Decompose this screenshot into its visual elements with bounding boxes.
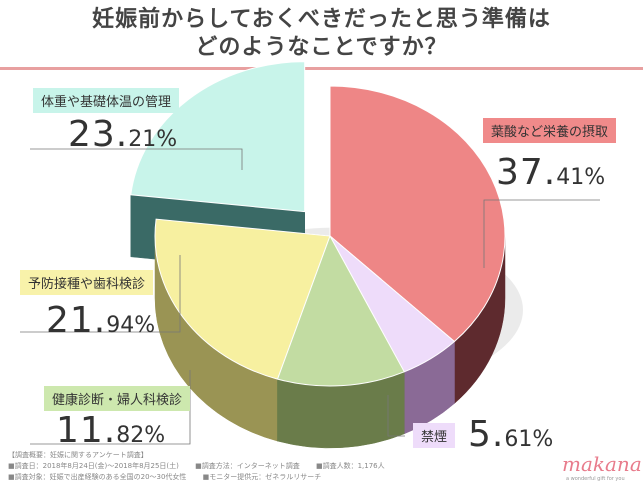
brand-logo: makana bbox=[562, 452, 642, 476]
footnote-survey-method: ■調査方法：インターネット調査 bbox=[195, 462, 300, 470]
label-nutrition: 葉酸など栄養の摂取 bbox=[483, 118, 617, 143]
value-quit-smoking-int: 5. bbox=[468, 414, 505, 455]
leader-line-quit-smoking bbox=[387, 395, 405, 437]
footnote-provider: ■モニター提供元：ゼネラルリサーチ bbox=[202, 473, 322, 481]
footnote-target: ■調査対象：妊娠で出産経験のある全国の20〜30代女性 bbox=[8, 473, 187, 481]
value-vaccination-dec: 94% bbox=[106, 313, 156, 338]
value-health-checkup: 11.82% bbox=[56, 410, 165, 451]
leader-line-nutrition bbox=[483, 199, 600, 268]
footnote-respondent-count: ■調査人数：1,176人 bbox=[315, 462, 385, 470]
brand-tagline: a wonderful gift for you bbox=[566, 476, 625, 482]
label-weight-temp: 体重や基礎体温の管理 bbox=[33, 88, 180, 113]
value-nutrition: 37.41% bbox=[496, 152, 605, 193]
value-nutrition-int: 37. bbox=[496, 152, 557, 193]
footnote-row-2: ■調査対象：妊娠で出産経験のある全国の20〜30代女性 ■モニター提供元：ゼネラ… bbox=[8, 472, 488, 483]
footnote-heading: 【調査概要：妊娠に関するアンケート調査】 bbox=[8, 451, 148, 459]
value-health-checkup-dec: 82% bbox=[116, 423, 166, 448]
title-line-2: どのようなことですか？ bbox=[195, 35, 448, 60]
value-weight-temp-int: 23. bbox=[68, 114, 129, 155]
value-quit-smoking-dec: 61% bbox=[504, 427, 554, 452]
label-vaccination: 予防接種や歯科検診 bbox=[20, 270, 154, 295]
label-health-checkup: 健康診断・婦人科検診 bbox=[44, 386, 191, 411]
value-vaccination-int: 21. bbox=[46, 300, 107, 341]
label-quit-smoking: 禁煙 bbox=[413, 423, 456, 448]
slice-nutrition bbox=[329, 85, 506, 343]
leader-line-vaccination bbox=[20, 255, 181, 333]
survey-footnote: 【調査概要：妊娠に関するアンケート調査】 ■調査日：2018年8月24日(金)〜… bbox=[8, 450, 488, 483]
title-line-1: 妊娠前からしておくべきだったと思う準備は bbox=[92, 7, 551, 32]
value-weight-temp-dec: 21% bbox=[128, 127, 178, 152]
value-quit-smoking: 5.61% bbox=[468, 414, 553, 455]
value-weight-temp: 23.21% bbox=[68, 114, 177, 155]
value-health-checkup-int: 11. bbox=[56, 410, 117, 451]
title-divider bbox=[0, 67, 643, 70]
value-vaccination: 21.94% bbox=[46, 300, 155, 341]
value-nutrition-dec: 41% bbox=[556, 165, 606, 190]
footnote-survey-date: ■調査日：2018年8月24日(金)〜2018年8月25日(土) bbox=[8, 462, 179, 470]
leader-line-weight-temp bbox=[30, 148, 243, 170]
slice-health-checkup bbox=[276, 234, 405, 387]
slice-vaccination bbox=[154, 218, 331, 380]
slice-weight-temp bbox=[130, 61, 306, 213]
chart-title: 妊娠前からしておくべきだったと思う準備は どのようなことですか？ bbox=[0, 6, 643, 62]
footnote-row-1: ■調査日：2018年8月24日(金)〜2018年8月25日(土) ■調査方法：イ… bbox=[8, 461, 488, 472]
